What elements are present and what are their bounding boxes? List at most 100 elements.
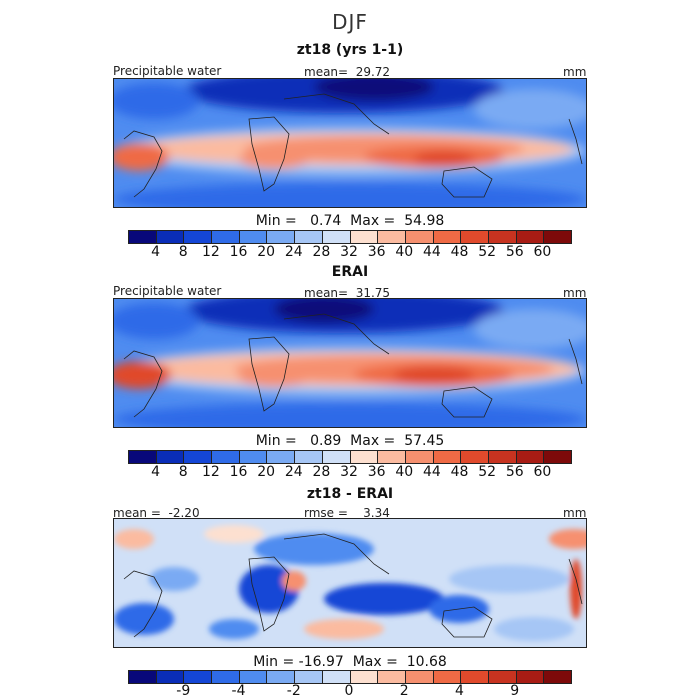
colorbar-cell xyxy=(405,671,434,683)
panel3-unit-label: mm xyxy=(563,506,587,520)
colorbar-tick-label: 40 xyxy=(395,464,414,480)
panel3-blob-13 xyxy=(114,603,174,635)
panel2-coast-australia xyxy=(441,386,493,418)
colorbar-cell xyxy=(544,671,571,683)
panel3-map xyxy=(113,518,587,648)
colorbar-tick-label: 16 xyxy=(229,244,248,260)
panel3-mean-label: mean = -2.20 xyxy=(113,506,200,520)
colorbar-tick-label: 48 xyxy=(450,244,469,260)
colorbar-cell xyxy=(129,231,157,243)
panel1-subtitle: zt18 (yrs 1-1) xyxy=(296,42,404,58)
panel1-amazon xyxy=(114,143,169,171)
panel2-subtitle: ERAI xyxy=(331,264,369,280)
panel3-blob-2 xyxy=(204,525,264,543)
panel2-north-pacific xyxy=(474,309,586,349)
panel3-map-field xyxy=(114,519,586,647)
panel1-coast-eurasia xyxy=(283,93,390,135)
colorbar-tick-label: 36 xyxy=(367,244,386,260)
colorbar-cell xyxy=(239,451,268,463)
colorbar-cell xyxy=(184,231,213,243)
colorbar-tick-label: 24 xyxy=(284,244,303,260)
colorbar-tick-label: 44 xyxy=(422,464,441,480)
colorbar-cell xyxy=(156,451,185,463)
colorbar-cell xyxy=(516,451,545,463)
colorbar-tick-label: 56 xyxy=(505,464,524,480)
panel1-warm-pool-core xyxy=(414,151,474,167)
colorbar-cell xyxy=(433,671,462,683)
colorbar-cell xyxy=(295,671,323,683)
panel1-variable-label: Precipitable water xyxy=(113,64,222,78)
colorbar-tick-label: 48 xyxy=(450,464,469,480)
panel2-map-field xyxy=(114,299,586,427)
colorbar-cell xyxy=(544,451,571,463)
colorbar-cell xyxy=(488,231,517,243)
figure-title: DJF xyxy=(332,10,368,34)
colorbar-tick-label: -2 xyxy=(286,683,301,699)
colorbar-tick-label: 2 xyxy=(399,683,409,699)
colorbar-tick-label: 4 xyxy=(151,244,161,260)
panel2-dry-west xyxy=(114,303,199,339)
colorbar-tick-label: 36 xyxy=(367,464,386,480)
colorbar-tick-label: 40 xyxy=(395,244,414,260)
colorbar-tick-label: 52 xyxy=(478,464,497,480)
panel1-southern xyxy=(114,183,586,207)
panel1-africa xyxy=(239,149,309,169)
colorbar-cell xyxy=(350,231,379,243)
colorbar-cell xyxy=(516,671,545,683)
colorbar-tick-label: 4 xyxy=(455,683,464,699)
colorbar-cell xyxy=(322,231,351,243)
colorbar-cell xyxy=(212,451,240,463)
colorbar-cell xyxy=(129,671,157,683)
panel3-coast-africa xyxy=(248,556,290,632)
panel3-blob-9 xyxy=(304,619,384,639)
colorbar-tick-label: 52 xyxy=(478,244,497,260)
colorbar-tick-label: 28 xyxy=(312,244,331,260)
panel3-blob-14 xyxy=(209,619,259,639)
colorbar-cell xyxy=(516,231,545,243)
panel3-blob-8 xyxy=(149,567,199,591)
colorbar-cell xyxy=(295,451,323,463)
colorbar-cell xyxy=(350,451,379,463)
panel2-coast-americas-east xyxy=(568,338,583,385)
panel2-minmax: Min = 0.89 Max = 57.45 xyxy=(255,433,445,449)
panel1-mean-label: mean= 29.72 xyxy=(304,65,391,79)
colorbar-tick-label: 24 xyxy=(284,464,303,480)
panel1-colorbar xyxy=(128,230,572,244)
colorbar-tick-label: 8 xyxy=(178,464,188,480)
panel2-colorbar xyxy=(128,450,572,464)
panel2-africa xyxy=(239,367,309,387)
colorbar-cell xyxy=(267,671,296,683)
panel3-coast-americas-east xyxy=(568,558,583,605)
colorbar-tick-label: 12 xyxy=(201,464,220,480)
colorbar-cell xyxy=(378,231,406,243)
panel3-coast-south-america xyxy=(123,570,163,638)
colorbar-cell xyxy=(350,671,379,683)
panel3-blob-5 xyxy=(324,583,444,615)
panel3-subtitle: zt18 - ERAI xyxy=(306,486,394,502)
colorbar-cell xyxy=(378,451,406,463)
panel3-minmax: Min = -16.97 Max = 10.68 xyxy=(253,654,447,670)
colorbar-tick-label: 9 xyxy=(510,683,520,699)
colorbar-cell xyxy=(461,671,489,683)
panel3-rmse-label: rmse = 3.34 xyxy=(304,506,390,520)
colorbar-tick-label: 60 xyxy=(533,244,552,260)
colorbar-cell xyxy=(433,451,462,463)
panel2-mean-label: mean= 31.75 xyxy=(304,286,391,300)
colorbar-cell xyxy=(322,671,351,683)
colorbar-tick-label: 8 xyxy=(178,244,188,260)
panel1-coast-americas-east xyxy=(568,118,583,165)
colorbar-tick-label: 28 xyxy=(312,464,331,480)
panel1-north-pacific xyxy=(474,89,586,129)
colorbar-cell xyxy=(295,231,323,243)
colorbar-cell xyxy=(405,231,434,243)
colorbar-cell xyxy=(544,231,571,243)
panel1-coast-south-america xyxy=(123,130,163,198)
panel1-map xyxy=(113,78,587,208)
colorbar-cell xyxy=(239,231,268,243)
colorbar-tick-label: 16 xyxy=(229,464,248,480)
panel2-coast-africa xyxy=(248,336,290,412)
colorbar-cell xyxy=(184,671,213,683)
colorbar-tick-label: -9 xyxy=(176,683,191,699)
colorbar-cell xyxy=(239,671,268,683)
panel2-colorbar-ticks: 4 8 12 16 20 24 28 32 36 40 44 48 52 56 60 xyxy=(128,464,570,480)
